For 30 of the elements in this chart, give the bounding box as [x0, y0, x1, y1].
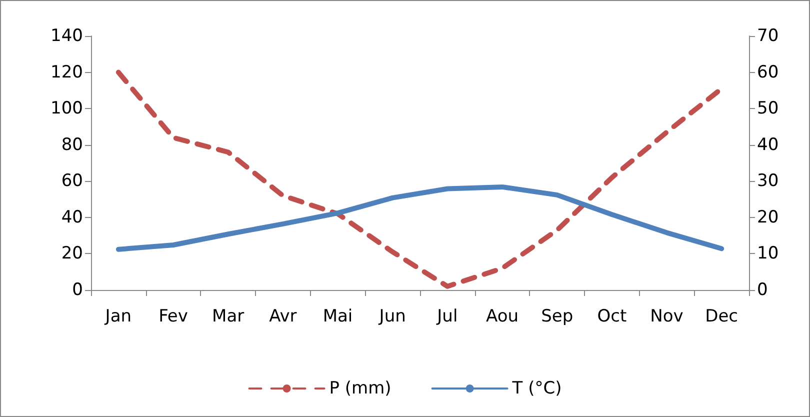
- y-tick-label: 80: [61, 134, 83, 155]
- x-tick-label: Mar: [212, 306, 244, 326]
- x-tick-label: Sep: [541, 306, 574, 326]
- y2-tick-label: 10: [757, 244, 779, 264]
- y2-tick-label: 70: [757, 26, 779, 46]
- x-tick-label: Aou: [486, 306, 519, 326]
- legend-label: P (mm): [329, 378, 392, 398]
- y2-tick-label: 40: [757, 134, 779, 155]
- legend-label: T (°C): [511, 378, 562, 398]
- x-tick-label: Avr: [269, 306, 297, 326]
- x-tick-label: Jan: [104, 306, 132, 326]
- y-tick-label: 40: [61, 207, 83, 228]
- x-tick-label: Mai: [322, 306, 353, 326]
- y2-tick-label: 30: [757, 171, 779, 192]
- y-tick-label: 140: [50, 26, 83, 46]
- y-tick-label: 60: [61, 171, 83, 192]
- y-tick-label: 0: [72, 280, 83, 300]
- x-tick-label: Nov: [650, 306, 684, 326]
- x-tick-label: Jul: [436, 306, 458, 326]
- y2-tick-label: 0: [757, 280, 768, 300]
- x-tick-label: Jun: [378, 306, 406, 326]
- y2-tick-label: 50: [757, 98, 779, 119]
- y-tick-label: 100: [50, 98, 83, 119]
- y2-tick-label: 60: [757, 62, 779, 82]
- x-tick-label: Dec: [705, 306, 738, 326]
- y-tick-label: 20: [61, 244, 83, 264]
- y-tick-label: 120: [50, 62, 83, 82]
- x-tick-label: Fev: [158, 306, 188, 326]
- y2-tick-label: 20: [757, 207, 779, 228]
- x-tick-label: Oct: [597, 306, 627, 326]
